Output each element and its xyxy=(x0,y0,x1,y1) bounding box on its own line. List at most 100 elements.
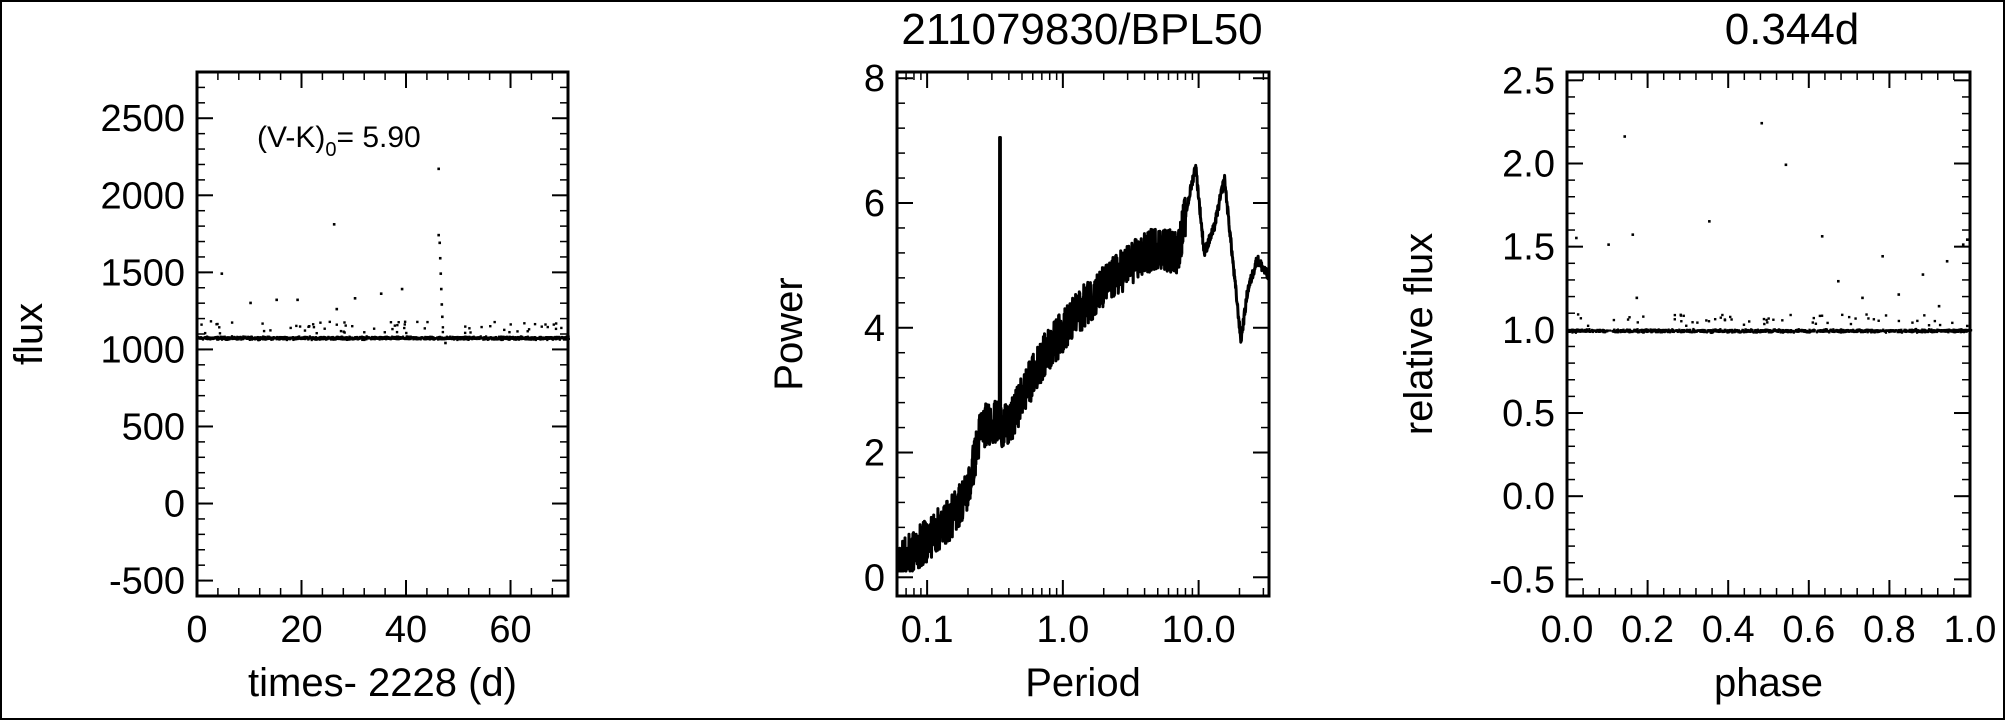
outlier-point xyxy=(1607,243,1610,246)
data-point xyxy=(1731,329,1734,332)
data-point xyxy=(551,338,554,341)
data-point xyxy=(468,327,471,330)
data-point xyxy=(1913,330,1916,333)
data-point xyxy=(1575,330,1578,333)
data-point xyxy=(403,323,406,326)
outlier-point xyxy=(1623,135,1627,138)
data-point xyxy=(1957,330,1960,333)
data-point xyxy=(1601,329,1605,332)
data-point xyxy=(339,329,343,333)
data-point xyxy=(1660,331,1664,334)
data-point xyxy=(1815,331,1819,334)
y-axis-label: flux xyxy=(7,303,51,365)
data-point xyxy=(1692,329,1695,332)
data-point xyxy=(1916,330,1920,333)
data-point xyxy=(1965,324,1969,328)
data-point xyxy=(1840,330,1843,333)
x-tick-label: 1.0 xyxy=(1036,609,1089,651)
data-point xyxy=(540,325,543,328)
data-point xyxy=(396,323,399,327)
data-point xyxy=(1680,320,1683,323)
data-point xyxy=(1748,320,1751,323)
data-point xyxy=(1646,328,1650,331)
data-point xyxy=(546,325,549,329)
light-curve-points xyxy=(197,167,570,345)
data-point xyxy=(1673,313,1677,317)
data-point xyxy=(1675,329,1678,332)
data-point xyxy=(1614,329,1617,332)
data-point xyxy=(1619,329,1622,332)
data-point xyxy=(1668,329,1672,332)
data-point xyxy=(1623,329,1627,332)
data-point xyxy=(1849,322,1853,326)
data-point xyxy=(1723,318,1727,321)
data-point xyxy=(1679,331,1682,334)
annotation-prefix: (V-K) xyxy=(257,121,325,154)
outlier-point xyxy=(1760,121,1764,125)
data-point xyxy=(1626,318,1630,321)
data-point xyxy=(1730,318,1733,321)
data-point xyxy=(1924,331,1927,334)
data-point xyxy=(1654,329,1657,332)
data-point xyxy=(1731,331,1734,334)
outlier-point xyxy=(1965,238,1969,241)
data-point xyxy=(1843,330,1847,334)
data-point xyxy=(1891,329,1894,332)
data-point xyxy=(1931,330,1935,333)
data-point xyxy=(1867,329,1870,332)
data-point xyxy=(216,338,219,341)
data-point xyxy=(1715,330,1718,333)
data-point xyxy=(1808,328,1811,331)
data-point xyxy=(419,338,422,341)
data-point xyxy=(1861,330,1864,333)
data-point xyxy=(397,321,400,324)
x-axis-label: times- 2228 (d) xyxy=(248,661,517,705)
data-point xyxy=(1636,321,1639,324)
plot-panel-phased-curve: 0.0 0.2 0.4 0.6 0.8 1.0 -0.5 0.0 0.5 1.0 1.5 2.0 2.5… xyxy=(1397,60,1996,705)
data-point xyxy=(1641,329,1644,332)
data-point xyxy=(1812,316,1815,320)
data-point xyxy=(1571,329,1574,332)
data-point xyxy=(1714,328,1717,331)
outlier-point xyxy=(400,287,404,291)
y-tick-label: -500 xyxy=(109,561,185,603)
data-point xyxy=(363,331,366,334)
data-point xyxy=(1569,329,1572,332)
data-point xyxy=(1664,328,1667,332)
data-point xyxy=(1612,329,1615,332)
outlier-point xyxy=(1820,235,1824,238)
data-point xyxy=(1772,329,1775,332)
data-point xyxy=(1571,331,1574,334)
data-point xyxy=(1927,324,1931,327)
data-point xyxy=(1613,328,1616,331)
outlier-point xyxy=(439,272,443,275)
data-point xyxy=(1826,321,1829,325)
data-point xyxy=(1952,328,1955,331)
data-point xyxy=(519,335,522,338)
data-point xyxy=(310,338,313,342)
data-point xyxy=(1597,330,1601,333)
data-point xyxy=(1682,314,1685,318)
data-point xyxy=(226,336,229,339)
data-point xyxy=(1598,328,1601,332)
data-point xyxy=(1949,329,1952,332)
data-point xyxy=(1639,329,1642,332)
data-point xyxy=(1577,329,1580,333)
data-point xyxy=(1620,330,1624,333)
data-point xyxy=(1724,329,1727,333)
data-point xyxy=(1784,330,1787,333)
data-point xyxy=(200,323,203,326)
data-point xyxy=(1958,328,1961,332)
data-point xyxy=(1967,329,1970,332)
outlier-point xyxy=(438,241,442,245)
data-point xyxy=(1742,330,1745,333)
data-point xyxy=(1884,329,1888,332)
data-point xyxy=(1888,329,1892,333)
data-point xyxy=(560,326,563,330)
data-point xyxy=(1612,318,1616,322)
data-point xyxy=(257,339,260,342)
data-point xyxy=(289,326,292,330)
data-point xyxy=(218,332,222,335)
data-point xyxy=(1589,330,1593,333)
outlier-point xyxy=(1784,163,1788,167)
